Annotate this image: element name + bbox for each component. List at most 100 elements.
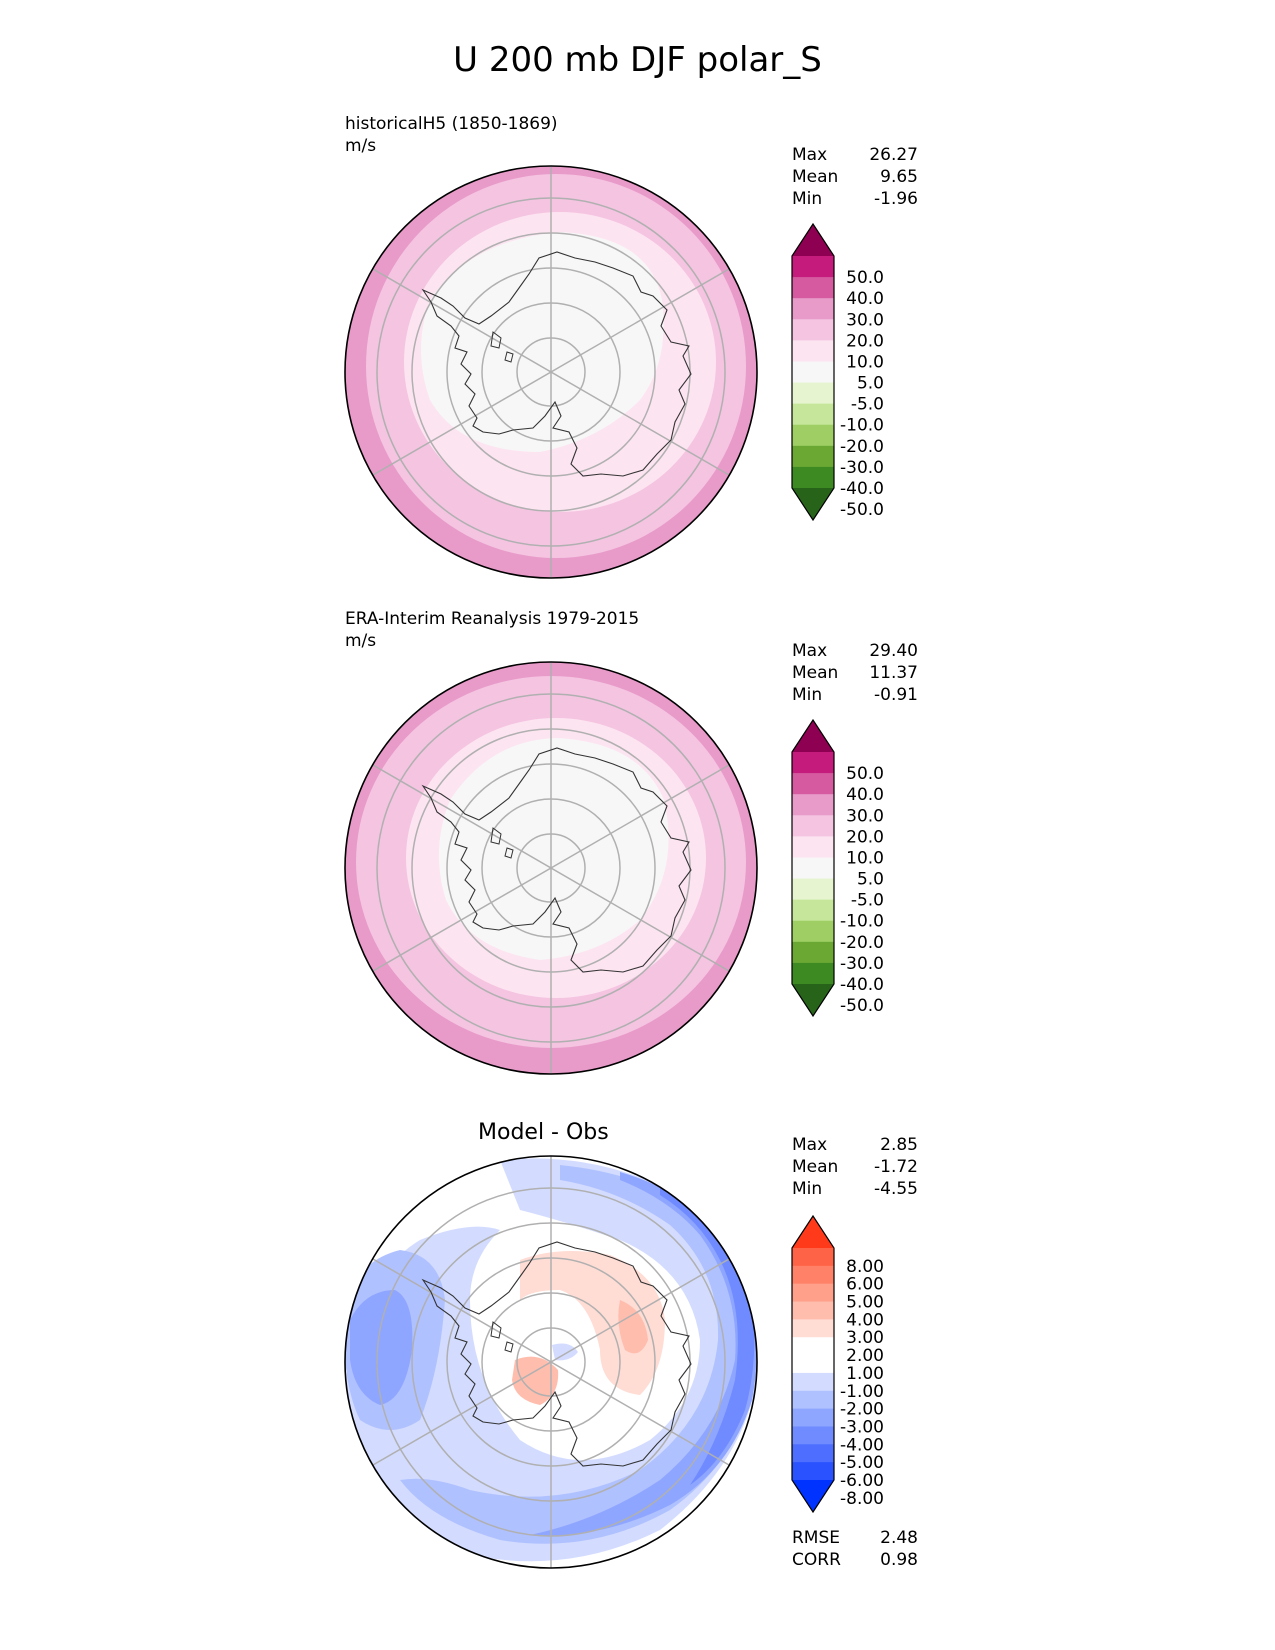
panel-2-units: m/s — [345, 631, 377, 651]
figure-title: U 200 mb DJF polar_S — [453, 40, 822, 80]
field-minus-3-4-west — [350, 1290, 413, 1405]
panel-3-stats: Max 2.85 Mean -1.72 Min -4.55 — [792, 1134, 918, 1200]
panel-1-stats: Max 26.27 Mean 9.65 Min -1.96 — [792, 144, 918, 210]
stat-max: Max 29.40 — [792, 641, 918, 661]
panel-1-map — [344, 165, 758, 579]
field-plus-2-3 — [618, 1300, 648, 1354]
stat-rmse: RMSE 2.48 — [792, 1528, 918, 1548]
colorbar-tick-label: 5.0 — [857, 374, 884, 394]
panel-3-colorbar: 8.006.005.004.003.002.001.00-1.00-2.00-3… — [791, 1214, 884, 1514]
colorbar-tick-label: 40.0 — [846, 785, 884, 805]
field-minus-2-3 — [400, 1165, 757, 1544]
colorbar-tick-label: -1.00 — [840, 1382, 884, 1402]
field-plus-1-2 — [520, 1251, 665, 1395]
panel-2-stats: Max 29.40 Mean 11.37 Min -0.91 — [792, 640, 918, 706]
stat-min: Min -4.55 — [792, 1179, 918, 1199]
colorbar-extend-bottom — [792, 488, 834, 520]
colorbar-tick-label: -4.00 — [840, 1435, 884, 1455]
colorbar-swatch — [792, 1462, 834, 1481]
colorbar-swatch — [792, 941, 834, 964]
colorbar-tick-label: -8.00 — [840, 1489, 884, 1509]
colorbar-swatch — [792, 1301, 834, 1320]
colorbar-swatch — [792, 319, 834, 341]
colorbar-tick-label: 8.00 — [846, 1257, 884, 1277]
map-boundary — [344, 661, 758, 1075]
colorbar-swatch — [792, 1372, 834, 1392]
colorbar-tick-label: -30.0 — [840, 458, 884, 478]
colorbar-tick-label: 40.0 — [846, 289, 884, 309]
stat-max: Max 26.27 — [792, 145, 918, 165]
colorbar-swatch — [792, 1337, 834, 1356]
ring-calm — [421, 232, 664, 452]
colorbar-swatch — [792, 857, 834, 880]
stat-mean: Mean 11.37 — [792, 663, 918, 683]
colorbar-swatch — [792, 256, 834, 278]
colorbar-tick-label: 10.0 — [846, 352, 884, 372]
colorbar-tick-label: -3.00 — [840, 1417, 884, 1437]
colorbar-tick-label: 5.00 — [846, 1293, 884, 1313]
colorbar-swatch — [792, 445, 834, 468]
colorbar-extend-bottom — [792, 984, 834, 1016]
stat-mean: Mean -1.72 — [792, 1157, 918, 1177]
stat-mean: Mean 9.65 — [792, 167, 918, 187]
colorbar-swatch — [792, 773, 834, 795]
colorbar-tick-label: 10.0 — [846, 848, 884, 868]
panel-3-title: Model - Obs — [478, 1120, 609, 1145]
colorbar-tick-label: 6.00 — [846, 1275, 884, 1295]
panel-2-title: ERA-Interim Reanalysis 1979-2015 m/s — [345, 608, 639, 652]
colorbar-swatch — [792, 920, 834, 943]
panel-1-units: m/s — [345, 136, 377, 156]
colorbar-swatch — [792, 424, 834, 447]
colorbar-swatch — [792, 878, 834, 901]
stat-corr: CORR 0.98 — [792, 1550, 918, 1570]
colorbar-outline — [791, 1214, 835, 1514]
colorbar-tick-label: -50.0 — [840, 996, 884, 1016]
colorbar-outline — [791, 222, 835, 522]
panel-2-name: ERA-Interim Reanalysis 1979-2015 — [345, 609, 640, 629]
field-minus-3-4 — [530, 1172, 757, 1536]
panel-1-title: historicalH5 (1850-1869) m/s — [345, 113, 558, 157]
colorbar-tick-label: -2.00 — [840, 1400, 884, 1420]
colorbar-swatch — [792, 815, 834, 837]
colorbar-tick-label: 50.0 — [846, 268, 884, 288]
colorbar-swatch — [792, 794, 834, 816]
colorbar-swatch — [792, 382, 834, 405]
colorbar-tick-label: -6.00 — [840, 1471, 884, 1491]
colorbar-swatch — [792, 1319, 834, 1338]
colorbar-swatch — [792, 1426, 834, 1445]
panel-2-colorbar: 50.040.030.020.010.05.0-5.0-10.0-20.0-30… — [791, 718, 884, 1018]
colorbar-swatch — [792, 1283, 834, 1303]
colorbar-tick-label: 2.00 — [846, 1346, 884, 1366]
colorbar-tick-label: -50.0 — [840, 500, 884, 520]
colorbar-swatch — [792, 466, 834, 489]
colorbar-tick-label: -20.0 — [840, 933, 884, 953]
colorbar-swatch — [792, 340, 834, 362]
colorbar-swatch — [792, 298, 834, 320]
panel-1-colorbar: 50.040.030.020.010.05.0-5.0-10.0-20.0-30… — [791, 222, 884, 522]
colorbar-swatch — [792, 1355, 834, 1374]
colorbar-tick-label: -40.0 — [840, 975, 884, 995]
colorbar-swatch — [792, 1248, 834, 1267]
colorbar-swatch — [792, 752, 834, 774]
field-minus-1-2-pole — [552, 1343, 578, 1361]
stat-min: Min -1.96 — [792, 189, 918, 209]
stat-min: Min -0.91 — [792, 685, 918, 705]
colorbar-tick-label: -5.0 — [851, 891, 884, 911]
map-boundary — [344, 1155, 758, 1569]
colorbar-tick-label: -40.0 — [840, 479, 884, 499]
colorbar-tick-label: -10.0 — [840, 416, 884, 436]
colorbar-tick-label: -5.00 — [840, 1453, 884, 1473]
colorbar-tick-label: -10.0 — [840, 912, 884, 932]
colorbar-tick-label: -30.0 — [840, 954, 884, 974]
colorbar-extend-top — [792, 224, 834, 256]
colorbar-tick-label: 5.0 — [857, 870, 884, 890]
field-plus-2-3-pole — [512, 1356, 559, 1405]
colorbar-tick-label: 4.00 — [846, 1310, 884, 1330]
colorbar-tick-label: 30.0 — [846, 806, 884, 826]
colorbar-swatch — [792, 1444, 834, 1463]
colorbar-extend-top — [792, 720, 834, 752]
panel-1-name: historicalH5 (1850-1869) — [345, 114, 558, 134]
colorbar-swatch — [792, 1390, 834, 1410]
colorbar-tick-label: -20.0 — [840, 437, 884, 457]
